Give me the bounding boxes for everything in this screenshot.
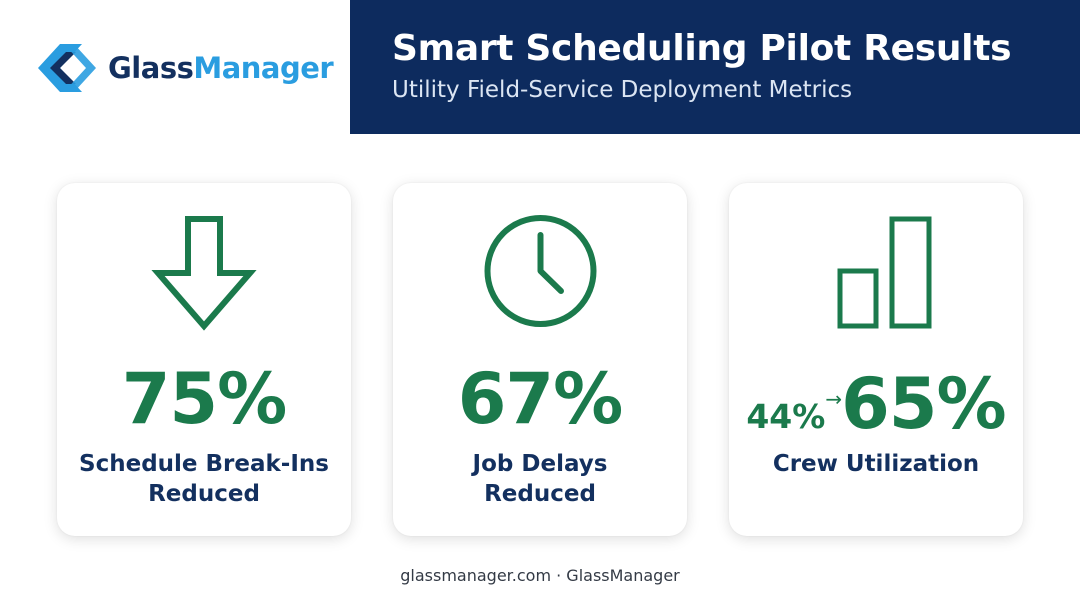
metric-label-line1: Job Delays — [472, 451, 608, 477]
brand-name-part2: Manager — [193, 51, 334, 85]
metric-card-crew-utilization: 44%→65% Crew Utilization — [729, 183, 1023, 536]
metric-label-line2: Reduced — [148, 481, 260, 507]
metric-card-job-delays: 67% Job Delays Reduced — [393, 183, 687, 536]
page-title: Smart Scheduling Pilot Results — [392, 28, 1012, 69]
header-banner: Smart Scheduling Pilot Results Utility F… — [350, 0, 1080, 134]
metric-value: 44%→65% — [729, 359, 1023, 457]
clock-icon — [484, 215, 596, 327]
metric-value: 75% — [121, 358, 288, 440]
metric-label-line2: Reduced — [484, 481, 596, 507]
metric-after-value: 65% — [841, 363, 1007, 445]
metric-card-break-ins: 75% Schedule Break-Ins Reduced — [57, 183, 351, 536]
arrow-down-icon — [151, 216, 257, 331]
metric-label: Crew Utilization — [729, 449, 1023, 479]
arrow-right-icon: → — [825, 387, 842, 411]
metric-label: Schedule Break-Ins Reduced — [57, 449, 351, 509]
brand-name: GlassManager — [108, 51, 334, 85]
brand-logo: GlassManager — [34, 40, 334, 96]
metric-label-line1: Schedule Break-Ins — [79, 451, 329, 477]
bar-chart-icon — [837, 216, 932, 329]
metric-before-value: 44% — [746, 397, 826, 436]
brand-name-part1: Glass — [108, 51, 194, 85]
page-subtitle: Utility Field-Service Deployment Metrics — [392, 77, 853, 103]
footer-text: glassmanager.com · GlassManager — [400, 566, 680, 585]
logo-mark-icon — [38, 44, 96, 92]
metric-label-line1: Crew Utilization — [772, 451, 980, 477]
metric-label: Job Delays Reduced — [393, 449, 687, 509]
metric-value: 67% — [457, 358, 624, 440]
